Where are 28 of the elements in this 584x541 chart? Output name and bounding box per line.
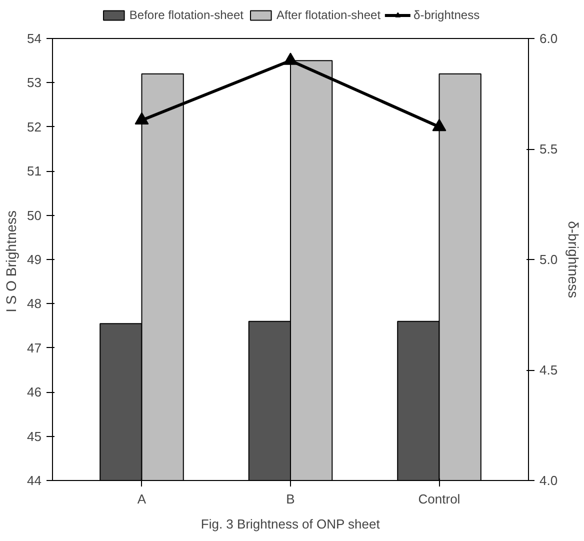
y-tick-label: 49: [27, 252, 42, 267]
y2-axis-title: δ-brightness: [566, 220, 582, 298]
y-tick-label: 45: [27, 428, 42, 444]
legend-label: Before flotation-sheet: [129, 8, 244, 22]
y-tick-label: 46: [27, 384, 42, 400]
point: [432, 118, 446, 132]
y-tick-label: 54: [27, 31, 42, 46]
legend-label: δ-brightness: [414, 8, 480, 22]
x-tick-label: Control: [418, 492, 460, 506]
y2-tick-label: 6.0: [540, 31, 558, 46]
text: Fig. 3 Brightness of ONP sheet: [200, 516, 380, 532]
y-tick-label: 52: [27, 119, 42, 134]
y2-tick-label: 4.0: [540, 473, 558, 488]
y-axis-title: I S O Brightness: [3, 210, 20, 312]
y-tick-label: 48: [27, 296, 42, 312]
y-tick-label: 50: [27, 208, 42, 223]
point: [134, 112, 149, 125]
y2-tick-label: 4.5: [540, 362, 558, 378]
y2-tick-label: 5.0: [540, 252, 558, 267]
legend-label: After flotation-sheet: [276, 8, 381, 22]
x-tick-label: B: [286, 492, 295, 506]
y2-tick-label: 5.5: [540, 142, 558, 156]
y-tick-label: 51: [27, 164, 42, 179]
y-tick-label: 47: [27, 340, 42, 356]
point: [284, 52, 298, 65]
y-tick-label: 53: [27, 75, 42, 90]
x-tick-label: A: [137, 492, 146, 506]
y-tick-label: 44: [27, 473, 42, 488]
